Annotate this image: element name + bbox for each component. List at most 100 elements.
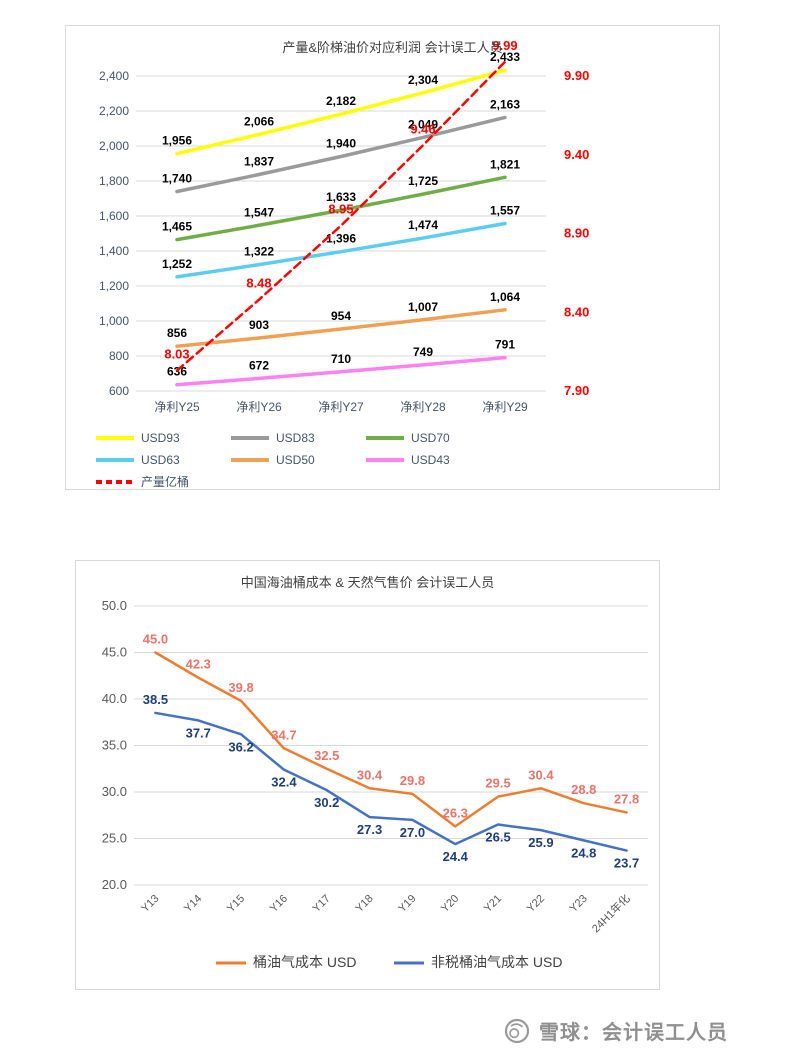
y-axis-tick-label: 2,200 [99, 104, 129, 118]
data-label: 23.7 [614, 856, 639, 871]
x-axis-label: 净利Y25 [154, 400, 200, 414]
data-label: 30.4 [528, 767, 554, 782]
data-label: 34.7 [271, 727, 296, 742]
profit-chart-canvas: 600 800 1,000 1,200 1,400 1,600 1,800 2,000 2,20… [96, 38, 589, 489]
x-axis-label: Y13 [139, 893, 161, 915]
data-label: 710 [331, 352, 351, 366]
legend-item: 桶油气成本 USD [216, 954, 356, 970]
x-axis-label: 净利Y26 [236, 400, 282, 414]
series-line-产量亿桶 [175, 60, 507, 372]
x-axis-label: Y16 [268, 893, 290, 915]
legend-label: 非税桶油气成本 USD [431, 954, 562, 970]
data-label: 1,007 [408, 300, 438, 314]
data-label: 903 [249, 318, 269, 332]
data-label: 27.0 [400, 825, 425, 840]
x-axis-label: Y20 [439, 893, 461, 915]
cnooc-cost-chart-panel: 中国海油桶成本 & 天然气售价 会计误工人员 20.0 25.0 30.0 35.0 4… [75, 560, 660, 990]
data-label: 1,821 [490, 157, 520, 171]
legend-item: USD83 [231, 431, 315, 445]
series-line-USD63 [175, 221, 507, 279]
data-label: 26.5 [485, 830, 510, 845]
data-label: 954 [331, 309, 351, 323]
legend-item: USD93 [96, 431, 180, 445]
right-axis-tick-label: 7.90 [564, 383, 589, 398]
data-label: 32.4 [271, 775, 297, 790]
y-axis-tick-label: 2,000 [99, 139, 129, 153]
series-line-USD70 [175, 175, 507, 242]
data-label: 39.8 [228, 680, 253, 695]
data-label: 24.4 [443, 849, 469, 864]
data-label: 1,633 [326, 190, 356, 204]
data-label: 2,433 [490, 50, 520, 64]
data-label: 1,252 [162, 257, 192, 271]
xueqiu-logo-icon [504, 1018, 530, 1043]
data-label: 791 [495, 338, 515, 352]
data-label: 749 [413, 345, 433, 359]
data-label: 1,064 [490, 290, 520, 304]
data-label: 45.0 [143, 632, 168, 647]
xueqiu-watermark: 雪球：会计误工人员 [504, 1016, 728, 1045]
right-axis-tick-label: 8.90 [564, 226, 589, 241]
data-label: 24.8 [571, 845, 596, 860]
legend-item: USD63 [96, 453, 180, 467]
x-axis-label: 24H1年化 [589, 891, 633, 935]
y-axis-tick-label: 1,800 [99, 174, 129, 188]
data-label: 2,163 [490, 97, 520, 111]
brand-text: 雪球：会计误工人员 [539, 1022, 728, 1044]
data-label: 1,557 [490, 204, 520, 218]
cost-chart-title: 中国海油桶成本 & 天然气售价 会计误工人员 [240, 575, 495, 590]
legend-label: USD50 [276, 453, 315, 467]
y-axis-tick-label: 2,400 [99, 69, 129, 83]
profit-by-oil-price-chart-panel: 产量&阶梯油价对应利润 会计误工人员 600 800 1,000 1,200 1,400… [65, 25, 720, 490]
data-label: 26.3 [443, 805, 468, 820]
data-label: 27.8 [614, 791, 639, 806]
data-label: 1,940 [326, 137, 356, 151]
x-axis-label: Y14 [182, 893, 204, 915]
data-label: 2,049 [408, 117, 438, 131]
series-line-USD50 [175, 308, 507, 348]
data-label: 1,725 [408, 174, 438, 188]
y-axis-tick-label: 1,000 [99, 314, 129, 328]
data-label: 2,182 [326, 94, 356, 108]
y-axis-tick-label: 50.0 [102, 598, 127, 613]
data-label: 856 [167, 326, 187, 340]
data-label: 30.4 [357, 767, 383, 782]
x-axis-label: 净利Y27 [318, 400, 364, 414]
cost-chart-canvas: 20.0 25.0 30.0 35.0 40.0 45.0 50.0 Y13 Y14 Y15 Y16… [102, 598, 648, 970]
x-axis-label: Y15 [225, 893, 247, 915]
legend-label: USD93 [141, 431, 180, 445]
x-axis-label: Y23 [568, 893, 590, 915]
data-label: 29.5 [485, 776, 510, 791]
legend-item: USD50 [231, 453, 315, 467]
legend-label: 桶油气成本 USD [253, 954, 356, 970]
data-label: 2,066 [244, 114, 274, 128]
y-axis-tick-label: 1,400 [99, 244, 129, 258]
data-label: 8.95 [328, 202, 353, 217]
data-label: 29.8 [400, 773, 425, 788]
data-label: 32.5 [314, 748, 339, 763]
legend-item: 产量亿桶 [96, 474, 189, 489]
y-axis-tick-label: 20.0 [102, 877, 127, 892]
data-label: 1,396 [326, 232, 356, 246]
y-axis-tick-label: 800 [109, 349, 129, 363]
legend-label: 产量亿桶 [141, 474, 189, 489]
data-label: 1,956 [162, 134, 192, 148]
legend-item: 非税桶油气成本 USD [394, 954, 562, 970]
legend-label: USD83 [276, 431, 315, 445]
data-label: 38.5 [143, 692, 168, 707]
legend-label: USD63 [141, 453, 180, 467]
data-label: 9.46 [410, 121, 435, 136]
data-label: 1,547 [244, 205, 274, 219]
series-line-桶油气成本 USD [154, 651, 628, 828]
data-label: 8.48 [246, 276, 271, 291]
series-line-USD93 [175, 68, 507, 156]
y-axis-tick-label: 600 [109, 384, 129, 398]
y-axis-tick-label: 40.0 [102, 691, 127, 706]
data-label: 2,304 [408, 73, 438, 87]
data-label: 42.3 [186, 657, 211, 672]
y-axis-tick-label: 45.0 [102, 645, 127, 660]
x-axis-label: Y18 [353, 893, 375, 915]
y-axis-tick-label: 30.0 [102, 784, 127, 799]
series-line-USD43 [175, 355, 507, 387]
x-axis-label: Y17 [311, 893, 333, 915]
